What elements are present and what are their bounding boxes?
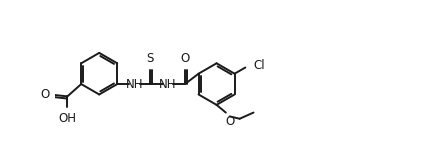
Text: S: S (146, 52, 153, 65)
Text: O: O (40, 88, 50, 101)
Text: NH: NH (159, 78, 177, 91)
Text: Cl: Cl (253, 59, 265, 73)
Text: NH: NH (125, 78, 143, 91)
Text: O: O (225, 115, 234, 128)
Text: OH: OH (58, 112, 76, 125)
Text: O: O (180, 52, 190, 65)
